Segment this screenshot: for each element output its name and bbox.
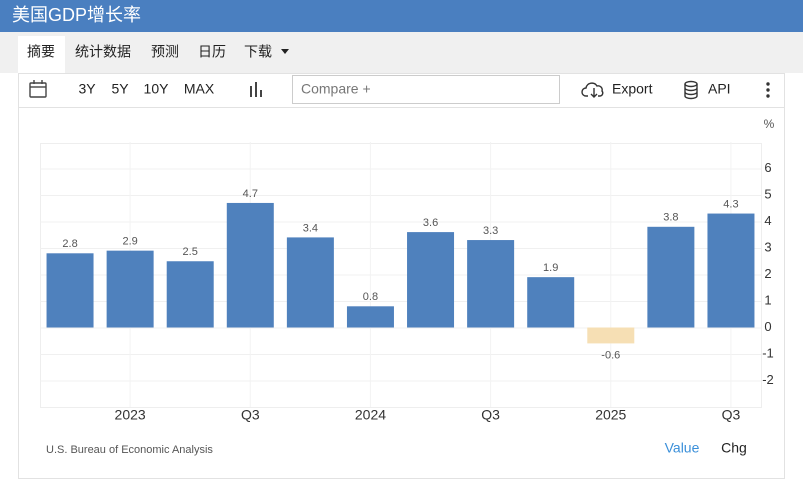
chart-type-icon[interactable] [250, 82, 262, 97]
data-label: 2.8 [62, 238, 77, 250]
toggle[interactable]: Value [665, 440, 700, 456]
data-label: 3.3 [483, 225, 498, 237]
y-tick-label: 3 [764, 239, 771, 254]
unit-label: % [764, 117, 775, 131]
y-tick-label: 4 [764, 213, 771, 228]
x-tick-label: 2025 [595, 407, 626, 423]
x-tick-label: Q3 [722, 407, 741, 423]
tab[interactable]: 统计数据 [75, 44, 131, 60]
bar [106, 250, 154, 328]
bar [647, 226, 695, 328]
y-tick-label: 1 [764, 292, 771, 307]
y-tick-label: 2 [764, 266, 771, 281]
x-tick-label: 2023 [115, 407, 146, 423]
toggle[interactable]: Chg [721, 440, 747, 456]
data-label: 2.5 [183, 246, 198, 258]
export-icon[interactable] [581, 82, 604, 98]
y-tick-label: 6 [764, 160, 771, 175]
y-tick-label: -2 [762, 372, 774, 387]
tab-bar [0, 32, 803, 73]
export-button[interactable]: Export [612, 81, 653, 97]
x-tick-label: 2024 [355, 407, 386, 423]
data-label: 2.9 [122, 236, 137, 248]
bar [46, 253, 94, 328]
more-menu[interactable] [766, 82, 770, 98]
bar [527, 277, 575, 328]
data-label: 1.9 [543, 262, 558, 274]
data-label: 3.8 [663, 212, 678, 224]
tab[interactable]: 下载 [244, 44, 272, 60]
chart-panel [18, 73, 785, 479]
dropdown-arrow [281, 49, 289, 54]
y-tick-label: -1 [762, 345, 774, 360]
data-label: 0.8 [363, 291, 378, 303]
data-label: 4.7 [243, 188, 258, 200]
compare-placeholder: Compare + [301, 81, 371, 97]
data-label: 3.6 [423, 217, 438, 229]
y-tick-label: 5 [764, 186, 771, 201]
bar [467, 240, 515, 328]
data-label: -0.6 [601, 349, 620, 361]
y-tick-label: 0 [764, 319, 771, 334]
bar [286, 237, 334, 328]
bar [166, 261, 214, 328]
range-button[interactable]: 10Y [144, 81, 170, 97]
source: U.S. Bureau of Economic Analysis [46, 444, 213, 456]
header-bar [0, 0, 803, 32]
x-tick-label: Q3 [481, 407, 500, 423]
bar [407, 232, 455, 328]
api-icon[interactable] [684, 80, 698, 100]
api-button[interactable]: API [708, 81, 731, 97]
tab[interactable]: 摘要 [27, 44, 55, 60]
bar [226, 202, 274, 328]
bar [707, 213, 755, 328]
range-button[interactable]: MAX [184, 81, 215, 97]
bar [346, 306, 394, 328]
data-label: 3.4 [303, 222, 318, 234]
page-title: 美国GDP增长率 [12, 5, 141, 25]
tab[interactable]: 预测 [151, 44, 179, 60]
bar [587, 327, 635, 344]
calendar-icon[interactable] [29, 80, 47, 98]
tab[interactable]: 日历 [198, 44, 226, 60]
x-tick-label: Q3 [241, 407, 260, 423]
compare-input[interactable] [292, 75, 560, 104]
data-label: 4.3 [723, 198, 738, 210]
range-button[interactable]: 3Y [78, 81, 96, 97]
range-button[interactable]: 5Y [111, 81, 129, 97]
active-tab [18, 36, 65, 73]
